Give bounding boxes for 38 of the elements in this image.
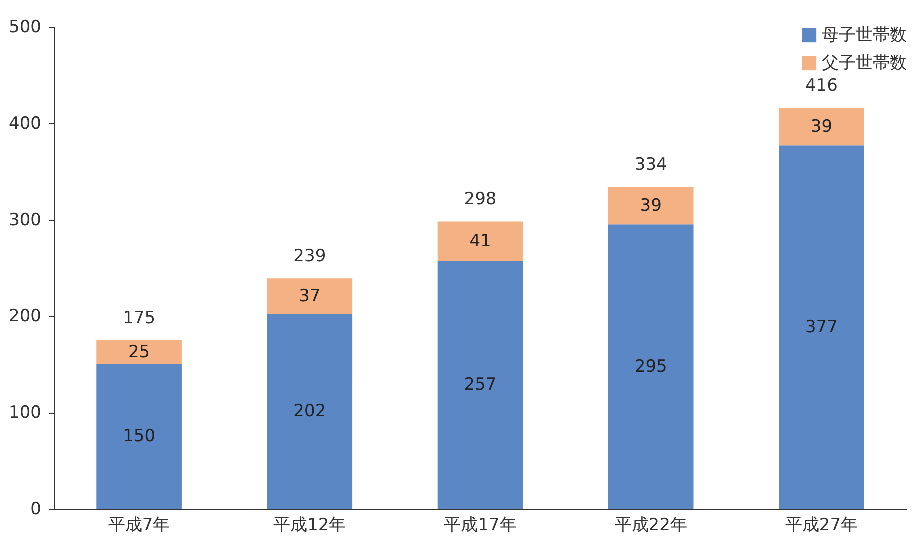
y-tick-label: 200 (9, 306, 42, 327)
total-label: 239 (294, 246, 326, 267)
data-label: 39 (640, 196, 662, 216)
y-tick-label: 500 (9, 18, 42, 38)
bar (267, 278, 353, 314)
total-label: 175 (123, 308, 156, 328)
data-label: 37 (299, 286, 321, 306)
bar (267, 314, 353, 509)
x-tick-label: 平成7年 (108, 516, 170, 536)
x-tick-label: 平成12年 (274, 516, 346, 536)
data-label: 39 (810, 116, 833, 137)
data-label: 295 (634, 356, 668, 377)
legend-label: 父子世帯数 (822, 54, 907, 74)
x-tick-label: 平成17年 (444, 516, 517, 536)
y-tick-label: 0 (30, 500, 42, 520)
bar (96, 364, 182, 509)
legend-label: 母子世帯数 (822, 26, 907, 46)
bar (779, 146, 864, 509)
bar (608, 187, 694, 225)
total-label: 416 (805, 76, 838, 96)
x-tick-label: 平成22年 (614, 516, 688, 536)
data-label: 377 (805, 317, 838, 338)
y-tick-label: 300 (9, 210, 42, 230)
total-label: 298 (464, 190, 497, 210)
data-label: 25 (128, 342, 150, 362)
bar (438, 261, 524, 509)
bar (438, 222, 524, 262)
data-label: 150 (123, 426, 156, 447)
bar (96, 340, 182, 364)
y-tick-label: 100 (9, 403, 42, 424)
total-label: 334 (634, 155, 668, 176)
data-label: 41 (470, 231, 492, 252)
data-label: 257 (464, 375, 497, 396)
x-tick-label: 平成27年 (785, 516, 858, 536)
bar (779, 108, 864, 146)
data-label: 202 (294, 402, 326, 422)
bar (608, 224, 694, 509)
y-tick-label: 400 (9, 114, 42, 134)
